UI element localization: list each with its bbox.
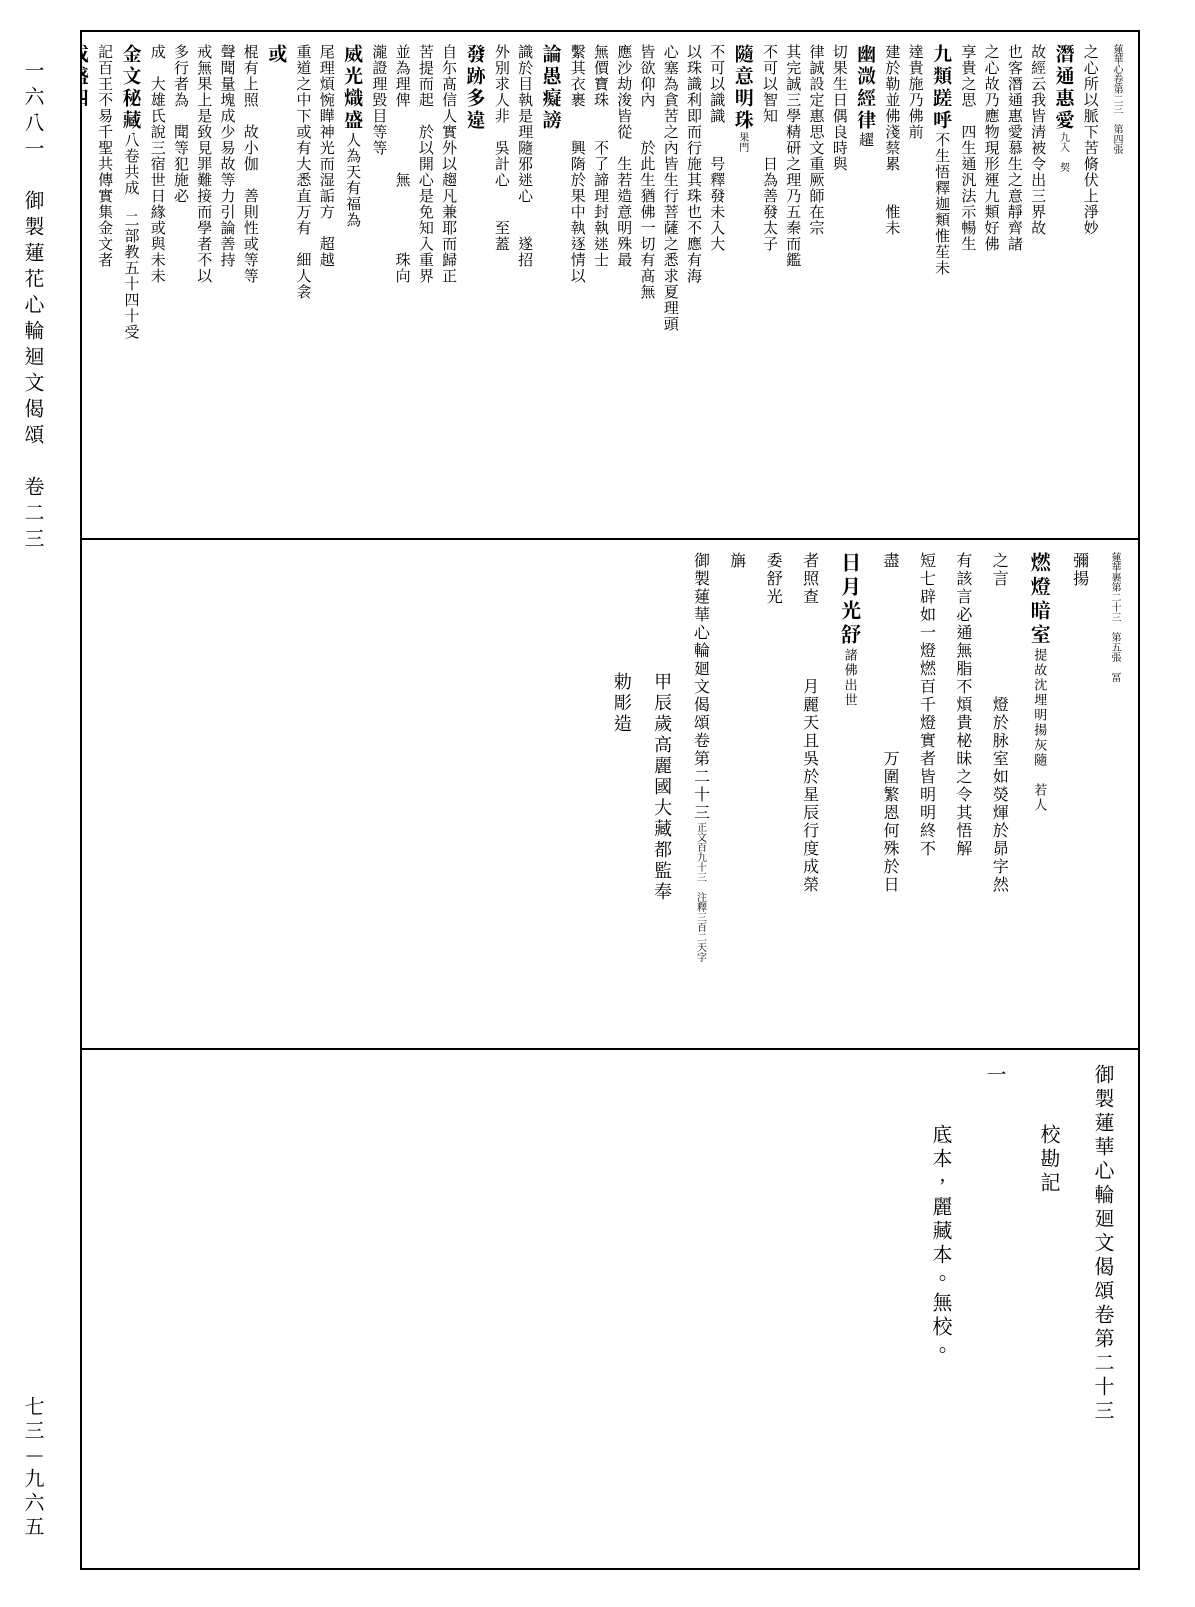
text-column: 律誠設定惠思文重厥師在宗	[805, 44, 828, 526]
top-columns: 蓮華心卷第二三 第四張之心所以脈下苦脩伏上淨妙潛通惠愛九入 契故經云我皆清被令出…	[94, 44, 1126, 526]
section-heading: 隨意明珠	[731, 44, 758, 132]
section-heading: 幽溦經律	[853, 44, 880, 132]
text-column: 有該言必通無脂不煩貴柲昧之令其悟解	[948, 552, 978, 1036]
text-column: 識於目執是理隨邪迷心 遂招	[514, 44, 537, 526]
panel-middle: 蓮華裹第二十三 第五張 冨彌揚燃燈暗室提故沈埋明揚灰隨 若人之言 燈於脉室如熒煇…	[82, 540, 1138, 1050]
bottom-item-text: 底本，麗藏本。無校。	[922, 1064, 962, 1554]
section-heading: 成盛四	[82, 44, 93, 110]
colophon-line: 甲辰歲高麗國大藏都監奉	[646, 552, 680, 1036]
middle-columns: 蓮華裹第二十三 第五張 冨彌揚燃燈暗室提故沈埋明揚灰隨 若人之言 燈於脉室如熒煇…	[600, 552, 1126, 1036]
heading-suffix: 人為天有福為	[343, 132, 364, 228]
bottom-subhead: 校勘記	[1030, 1064, 1070, 1554]
panel-top: 蓮華心卷第二三 第四張之心所以脈下苦脩伏上淨妙潛通惠愛九入 契故經云我皆清被令出…	[82, 32, 1138, 540]
text-column: 以珠識利即而行施其珠也不應有海	[683, 44, 706, 526]
section-heading: 論愚癡謗	[539, 44, 566, 132]
mid-section-heading: 日月光舒	[837, 552, 866, 648]
bottom-item-num: 一	[976, 1064, 1016, 1554]
section-heading: 發跡多違	[463, 44, 490, 132]
text-column: 隨意明珠果門	[729, 44, 758, 526]
section-heading: 威光熾盛	[340, 44, 367, 132]
text-column: 建於勒並佛淺蔡累 惟未	[881, 44, 904, 526]
text-column: 御製蓮華心輪廻文偈頌卷第二十三正文百九十三 注釋三百二天字	[686, 552, 716, 1036]
mid-header-note: 蓮華裹第二十三 第五張 冨	[1107, 552, 1126, 1036]
margin-top-label: 一六八一 御製蓮花心輪迴文偈頌 卷二三	[20, 60, 49, 554]
text-column: 九類蹉呼不生悟釋迦類惟苼未	[928, 44, 957, 526]
text-column: 短七辟如一燈燃百千燈實者皆明明終不	[912, 552, 942, 1036]
heading-suffix: 提故沈埋明揚灰隨 若人	[1031, 648, 1050, 813]
text-column: 之言 燈於脉室如熒煇於昴字然	[985, 552, 1015, 1036]
text-column: 自尓髙信人實外以趨凡兼耶而歸正	[438, 44, 461, 526]
bottom-columns: 御製蓮華心輪廻文偈頌卷第二十三 校勘記 一 底本，麗藏本。無校。	[908, 1064, 1124, 1554]
text-column: 重道之中下或有大悉直万有 細人衾	[292, 44, 315, 526]
margin-bottom-label: 七三—九六五	[20, 1396, 49, 1540]
text-column: 聲聞量塊成少易故等力引論善持	[216, 44, 239, 526]
text-column: 者照查 月麗天且吳於星辰行度成榮	[795, 552, 825, 1036]
section-heading: 或	[264, 44, 291, 66]
text-column: 蓮華心卷第二三 第四張	[1111, 44, 1127, 526]
text-column: 切果生日偶良時與	[828, 44, 851, 526]
text-column: 成盛四	[82, 44, 94, 526]
text-column: 之心所以脈下苦脩伏上淨妙	[1080, 44, 1103, 526]
text-column: 威光熾盛人為天有福為	[339, 44, 368, 526]
text-column: 金文秘藏八卷共成 二部教五十四十受	[117, 44, 146, 526]
text-column: 㫋	[722, 552, 752, 1036]
section-heading: 潛通惠愛	[1052, 44, 1079, 132]
heading-small-note: 果門	[737, 132, 752, 152]
mid-section-heading: 燃燈暗室	[1026, 552, 1055, 648]
text-column: 也客潛通惠愛慕生之意靜齊諸	[1004, 44, 1027, 526]
left-margin: 一六八一 御製蓮花心輪迴文偈頌 卷二三 七三—九六五	[20, 60, 49, 1540]
text-column: 論愚癡謗	[537, 44, 566, 526]
text-column: 記百王不易千聖共傳實集金文者	[94, 44, 117, 526]
section-heading: 九類蹉呼	[929, 44, 956, 132]
small-note: 正文百九十三 注釋三百二天字	[694, 822, 709, 962]
text-column: 之心故乃應物現形運九類好佛	[980, 44, 1003, 526]
text-column: 盡 万圍繁恩何殊於日	[876, 552, 906, 1036]
text-column: 並為理俾 無 珠向	[391, 44, 414, 526]
text-column: 應沙劫浚皆從 生若造意明殊最	[613, 44, 636, 526]
text-column: 瀧證理毀目等等	[368, 44, 391, 526]
text-column: 心塞為貪苦之內皆生行菩薩之悉求夏理頭	[660, 44, 683, 526]
text-column: 不可以智知 日為善發太子	[759, 44, 782, 526]
text-column: 尾理煩惋瞱神光而湿詬方 超越	[315, 44, 338, 526]
text-column: 繫其衣裹 興隋於果中執逐情以	[567, 44, 590, 526]
text-column: 成 大雄氏說三宿世日緣或與未未	[147, 44, 170, 526]
bottom-title: 御製蓮華心輪廻文偈頌卷第二十三	[1084, 1064, 1124, 1554]
text-column: 戒無果上是致見罪難接而學者不以	[193, 44, 216, 526]
text-column: 外別求人非 吳計心 至蓋	[491, 44, 514, 526]
text-column: 多行者為 聞等犯施必	[170, 44, 193, 526]
text-column: 棍有上照 故小伽 善則性或等等	[240, 44, 263, 526]
text-column: 皆欲仰內 於此生猶佛一切有髙無	[636, 44, 659, 526]
text-column: 潛通惠愛九入 契	[1050, 44, 1079, 526]
heading-suffix: 諸佛出世	[842, 648, 861, 708]
text-column: 幽溦經律趯	[852, 44, 881, 526]
text-column: 燃燈暗室提故沈埋明揚灰隨 若人	[1021, 552, 1059, 1036]
text-column: 彌揚	[1065, 552, 1095, 1036]
heading-small-note: 九入 契	[1058, 132, 1073, 172]
text-column: 無價寶珠 不了諦理封執迷士	[590, 44, 613, 526]
text-column: 不可以識識 号釋發未入大	[706, 44, 729, 526]
heading-suffix: 不生悟釋迦類惟苼未	[932, 132, 953, 276]
text-column: 故經云我皆清被令出三界故	[1027, 44, 1050, 526]
text-column: 達貴施乃佛前	[904, 44, 927, 526]
colophon-line: 勅彫造	[606, 552, 640, 1036]
page-frame: 蓮華心卷第二三 第四張之心所以脈下苦脩伏上淨妙潛通惠愛九入 契故經云我皆清被令出…	[80, 30, 1140, 1570]
text-column: 發跡多違	[461, 44, 490, 526]
section-heading: 金文秘藏	[119, 44, 146, 132]
text-column: 委舒光	[759, 552, 789, 1036]
text-column: 日月光舒諸佛出世	[832, 552, 870, 1036]
text-column: 其完誠三學精研之理乃五秦而鑑	[782, 44, 805, 526]
heading-suffix: 八卷共成 二部教五十四十受	[122, 132, 143, 340]
text-column: 享貴之思 四生通汎法示暢生	[957, 44, 980, 526]
heading-suffix: 趯	[856, 132, 877, 148]
text-column: 或	[263, 44, 292, 526]
panel-bottom: 御製蓮華心輪廻文偈頌卷第二十三 校勘記 一 底本，麗藏本。無校。	[82, 1050, 1138, 1568]
text-column: 苦提而起 於以開心是免知入重界	[415, 44, 438, 526]
